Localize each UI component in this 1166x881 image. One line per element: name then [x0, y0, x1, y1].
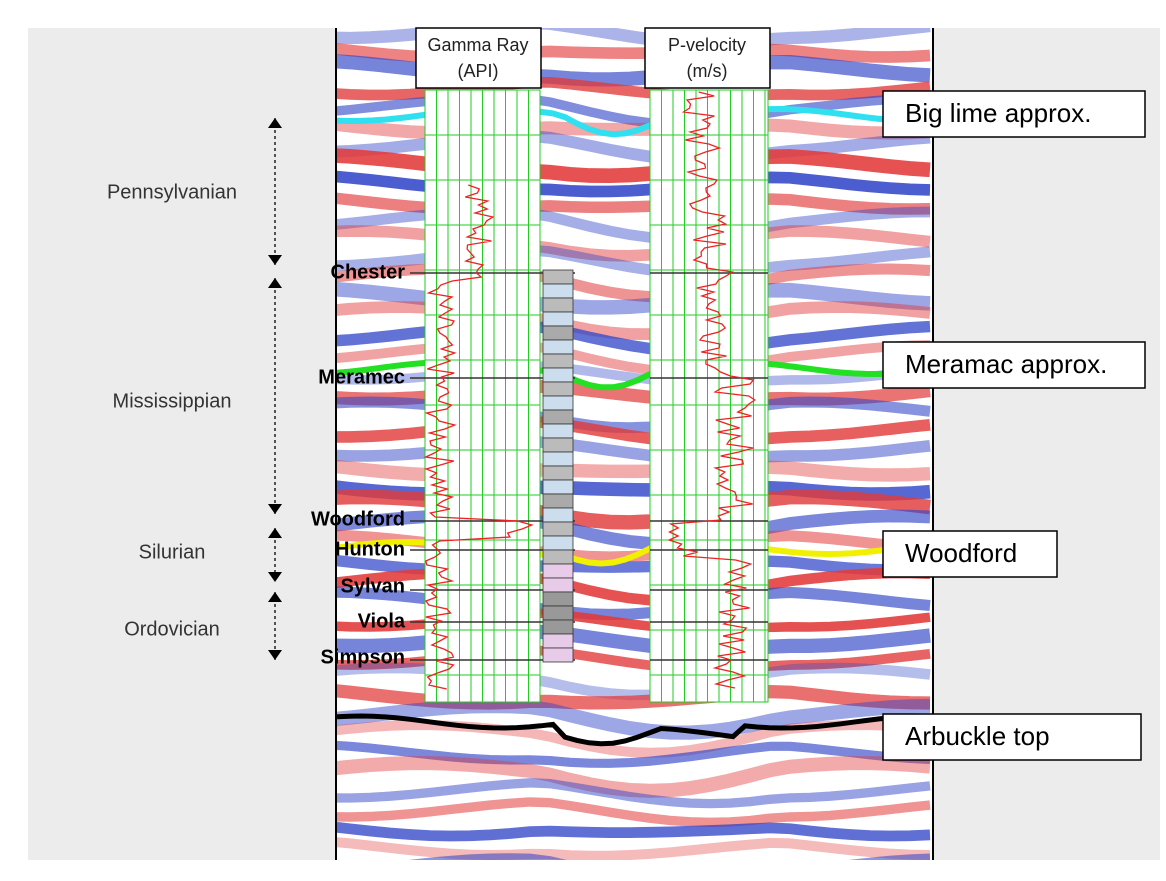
lithology-cell: [543, 270, 573, 284]
formation-label: Woodford: [311, 508, 405, 530]
lithology-cell: [543, 298, 573, 312]
log-title: (API): [457, 61, 498, 81]
lithology-cell: [543, 592, 573, 606]
lithology-cell: [543, 340, 573, 354]
lithology-cell: [543, 522, 573, 536]
figure: Gamma Ray (API) P-velocity (m/s) Chester Mer…: [0, 0, 1166, 876]
lithology-cell: [543, 508, 573, 522]
log-title: P-velocity: [668, 35, 746, 55]
lithology-cell: [543, 410, 573, 424]
lithology-cell: [543, 550, 573, 564]
lithology-cell: [543, 354, 573, 368]
lithology-cell: [543, 634, 573, 648]
lithology-cell: [543, 578, 573, 592]
period-label: Mississippian: [113, 390, 232, 412]
period-label: Silurian: [139, 541, 206, 563]
seismic-band: [330, 858, 930, 876]
lithology-cell: [543, 368, 573, 382]
lithology-cell: [543, 606, 573, 620]
log-title: (m/s): [687, 61, 728, 81]
formation-label: Sylvan: [341, 575, 405, 597]
lithology-cell: [543, 648, 573, 662]
lithology-cell: [543, 564, 573, 578]
formation-label: Chester: [331, 261, 406, 283]
lithology-cell: [543, 452, 573, 466]
lithology-cell: [543, 438, 573, 452]
horizon-label: Big lime approx.: [905, 98, 1091, 128]
horizon-label: Woodford: [905, 538, 1017, 568]
lithology-cell: [543, 466, 573, 480]
lithology-cell: [543, 284, 573, 298]
log-track: [650, 90, 768, 702]
formation-label: Meramec: [318, 366, 405, 388]
lithology-cell: [543, 326, 573, 340]
period-label: Ordovician: [124, 618, 220, 640]
lithology-cell: [543, 312, 573, 326]
lithology-cell: [543, 536, 573, 550]
lithology-cell: [543, 480, 573, 494]
lithology-cell: [543, 620, 573, 634]
formation-label: Hunton: [335, 538, 405, 560]
lithology-cell: [543, 382, 573, 396]
formation-label: Viola: [358, 610, 406, 632]
lithology-cell: [543, 424, 573, 438]
log-title: Gamma Ray: [427, 35, 528, 55]
horizon-label: Arbuckle top: [905, 721, 1050, 751]
formation-label: Simpson: [321, 646, 405, 668]
lithology-cell: [543, 396, 573, 410]
period-label: Pennsylvanian: [107, 181, 237, 203]
lithology-cell: [543, 494, 573, 508]
horizon-label: Meramac approx.: [905, 349, 1107, 379]
